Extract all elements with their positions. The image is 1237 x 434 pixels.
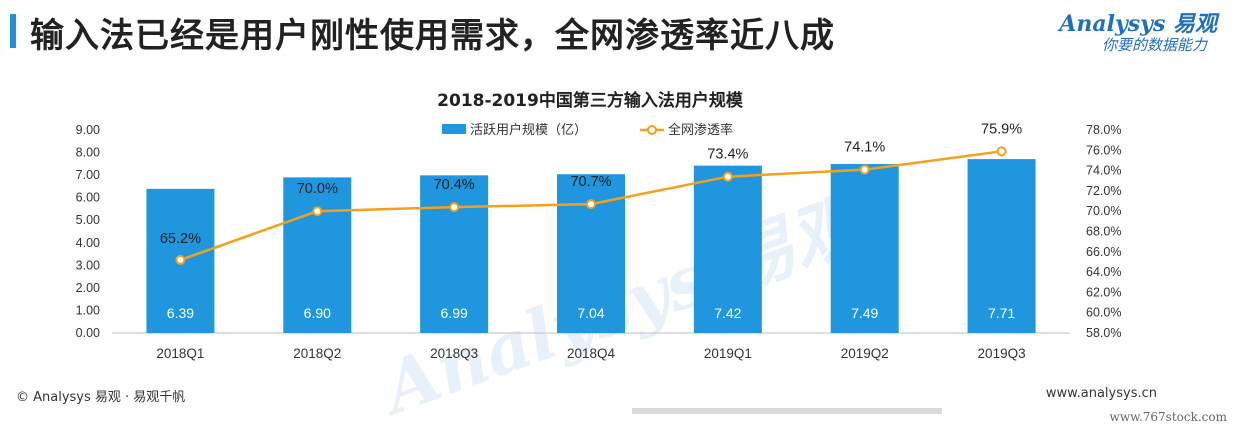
y-left-tick-label: 7.00	[76, 168, 100, 182]
line-point	[175, 254, 186, 265]
line-value-label: 65.2%	[160, 231, 201, 247]
y-right-tick-label: 70.0%	[1086, 204, 1121, 218]
bar-value-label: 7.42	[714, 305, 741, 321]
legend-marker-line	[647, 125, 657, 135]
x-tick-label: 2019Q3	[978, 346, 1026, 361]
footer-scrollbar	[632, 408, 942, 414]
y-right-tick-label: 68.0%	[1086, 225, 1121, 239]
line-point	[722, 171, 733, 182]
y-left-tick-label: 8.00	[76, 146, 100, 160]
legend-label-line: 全网渗透率	[668, 122, 733, 138]
y-right-tick-label: 64.0%	[1086, 265, 1121, 279]
site-watermark: www.767stock.com	[1109, 410, 1227, 424]
brand-logo: Analysys 易观	[1059, 11, 1217, 37]
y-right-tick-label: 66.0%	[1086, 245, 1121, 259]
y-left-tick-label: 3.00	[76, 258, 100, 272]
legend-label-bar: 活跃用户规模（亿）	[470, 122, 587, 138]
line-value-label: 75.9%	[981, 121, 1022, 137]
bar-value-label: 6.90	[304, 305, 331, 321]
y-left-tick-label: 2.00	[76, 281, 100, 295]
line-point	[996, 146, 1007, 157]
line-point	[586, 199, 596, 210]
bar	[830, 164, 899, 333]
legend-swatch-bar	[442, 124, 466, 134]
x-tick-label: 2018Q4	[567, 346, 616, 361]
bar-value-label: 6.39	[167, 305, 194, 321]
bar-value-label: 7.71	[988, 305, 1015, 321]
y-right-tick-label: 76.0%	[1086, 143, 1121, 157]
line-point	[859, 164, 870, 175]
y-right-tick-label: 60.0%	[1086, 306, 1121, 320]
y-right-tick-label: 78.0%	[1086, 123, 1121, 137]
x-tick-label: 2019Q1	[704, 346, 752, 361]
line-value-label: 70.7%	[570, 174, 611, 190]
y-left-tick-label: 9.00	[76, 123, 100, 137]
y-right-tick-label: 58.0%	[1086, 326, 1121, 340]
y-left-tick-label: 6.00	[76, 191, 100, 205]
bar-value-label: 7.49	[851, 305, 878, 321]
line-point	[312, 206, 323, 217]
chart-title: 2018-2019中国第三方输入法用户规模	[437, 90, 744, 111]
y-right-tick-label: 62.0%	[1086, 285, 1121, 299]
line-point	[449, 202, 460, 213]
bar	[283, 177, 352, 333]
y-left-tick-label: 1.00	[76, 303, 100, 317]
bar	[420, 175, 489, 333]
page-title: 输入法已经是用户刚性使用需求，全网渗透率近八成	[30, 16, 835, 56]
x-tick-label: 2018Q2	[293, 346, 341, 361]
line-value-label: 74.1%	[844, 140, 885, 156]
bar	[967, 159, 1036, 333]
x-tick-label: 2018Q1	[156, 346, 204, 361]
brand-tagline: 你要的数据能力	[1101, 36, 1207, 54]
x-tick-label: 2018Q3	[430, 346, 478, 361]
x-tick-label: 2019Q2	[841, 346, 889, 361]
y-right-tick-label: 74.0%	[1086, 164, 1121, 178]
footer-copyright: © Analysys 易观 · 易观千帆	[16, 390, 186, 405]
bar-value-label: 6.99	[441, 305, 468, 321]
title-accent-bar	[10, 14, 16, 48]
y-right-tick-label: 72.0%	[1086, 184, 1121, 198]
y-left-tick-label: 4.00	[76, 236, 100, 250]
y-left-tick-label: 0.00	[76, 326, 100, 340]
bar-value-label: 7.04	[577, 305, 604, 321]
line-value-label: 73.4%	[707, 147, 748, 163]
y-left-tick-label: 5.00	[76, 213, 100, 227]
bar	[693, 165, 762, 333]
line-value-label: 70.0%	[297, 181, 338, 197]
brand-logo-block: Analysys 易观 你要的数据能力	[1037, 6, 1217, 56]
footer-website: www.analysys.cn	[1045, 386, 1157, 401]
line-value-label: 70.4%	[434, 177, 475, 193]
